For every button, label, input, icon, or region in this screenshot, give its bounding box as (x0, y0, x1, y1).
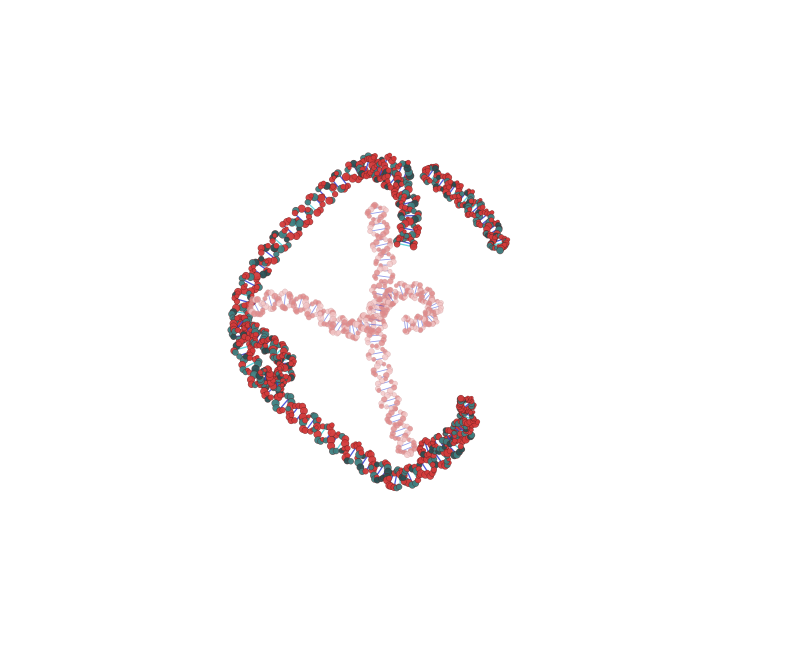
helix-right-loop (382, 280, 444, 335)
helix-center-column (363, 201, 418, 458)
helix-left-knot (229, 314, 297, 393)
helix-top-junction (355, 154, 422, 251)
helix-top-right (419, 163, 511, 255)
helix-bottom-hook (416, 394, 477, 459)
